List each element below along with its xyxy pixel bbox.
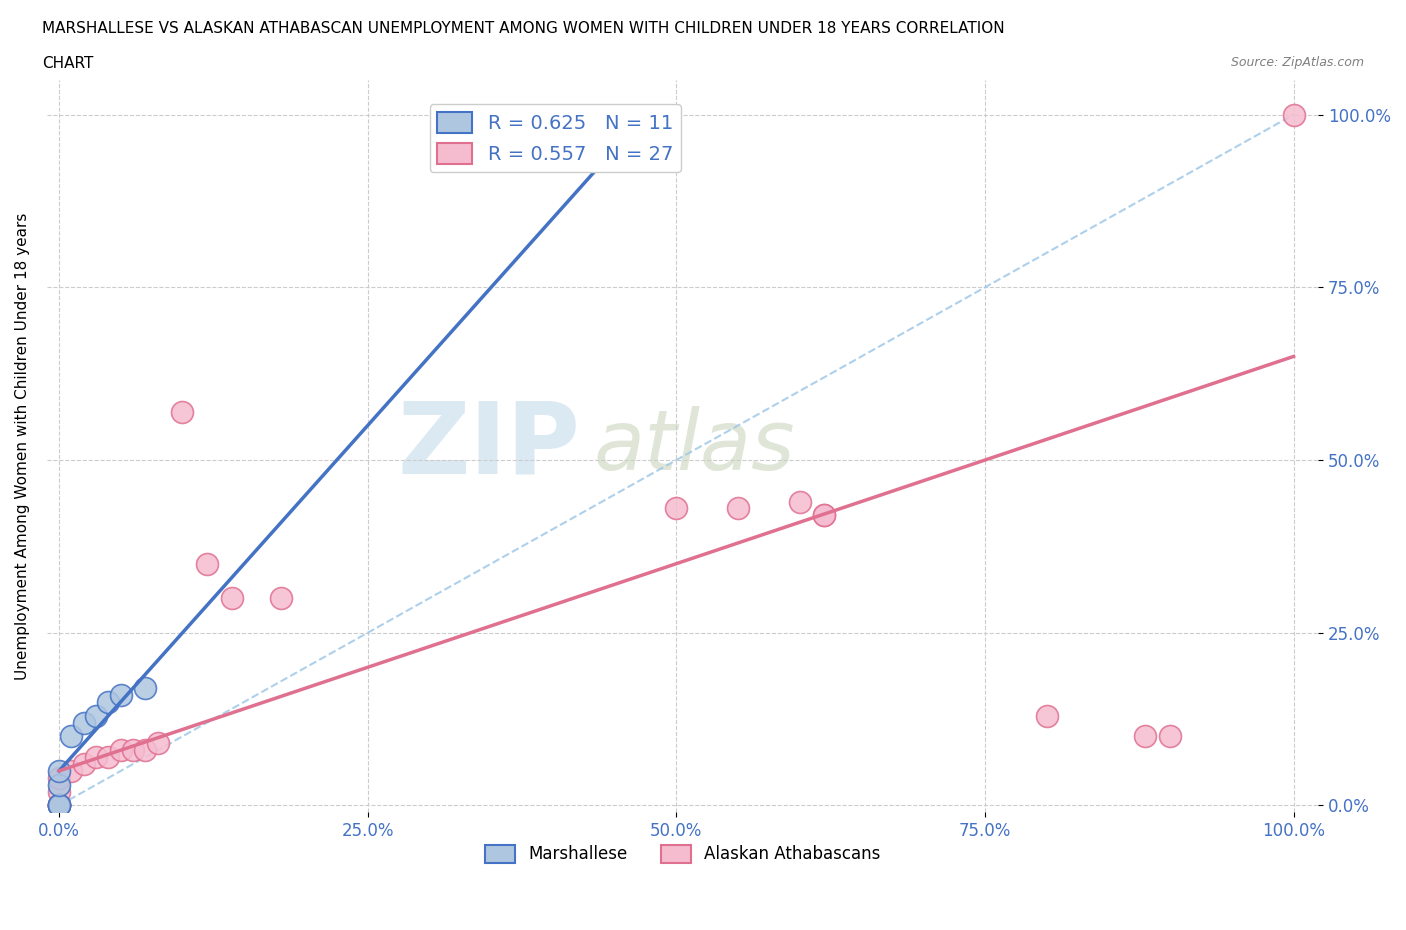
Point — [48, 784, 70, 799]
Point — [1035, 709, 1057, 724]
Point — [195, 556, 218, 571]
Point — [48, 798, 70, 813]
Point — [48, 798, 70, 813]
Legend: Marshallese, Alaskan Athabascans: Marshallese, Alaskan Athabascans — [478, 838, 887, 870]
Point — [110, 687, 132, 702]
Point — [48, 798, 70, 813]
Point — [97, 750, 120, 764]
Text: CHART: CHART — [42, 56, 94, 71]
Point — [48, 777, 70, 792]
Point — [134, 681, 156, 696]
Point — [1282, 107, 1305, 122]
Point — [221, 591, 243, 605]
Point — [789, 494, 811, 509]
Point — [134, 743, 156, 758]
Text: MARSHALLESE VS ALASKAN ATHABASCAN UNEMPLOYMENT AMONG WOMEN WITH CHILDREN UNDER 1: MARSHALLESE VS ALASKAN ATHABASCAN UNEMPL… — [42, 21, 1005, 36]
Point — [172, 405, 194, 419]
Point — [97, 695, 120, 710]
Point — [122, 743, 145, 758]
Point — [73, 715, 96, 730]
Point — [73, 757, 96, 772]
Point — [48, 764, 70, 778]
Point — [48, 798, 70, 813]
Point — [1159, 729, 1181, 744]
Text: ZIP: ZIP — [398, 398, 581, 495]
Text: atlas: atlas — [593, 405, 794, 486]
Point — [146, 736, 169, 751]
Point — [1135, 729, 1157, 744]
Point — [813, 508, 835, 523]
Point — [84, 709, 107, 724]
Point — [60, 729, 83, 744]
Point — [813, 508, 835, 523]
Point — [48, 770, 70, 785]
Y-axis label: Unemployment Among Women with Children Under 18 years: Unemployment Among Women with Children U… — [15, 213, 30, 680]
Point — [48, 798, 70, 813]
Point — [48, 798, 70, 813]
Point — [665, 501, 688, 516]
Text: Source: ZipAtlas.com: Source: ZipAtlas.com — [1230, 56, 1364, 69]
Point — [84, 750, 107, 764]
Point — [60, 764, 83, 778]
Point — [727, 501, 749, 516]
Point — [270, 591, 292, 605]
Point — [110, 743, 132, 758]
Point — [48, 798, 70, 813]
